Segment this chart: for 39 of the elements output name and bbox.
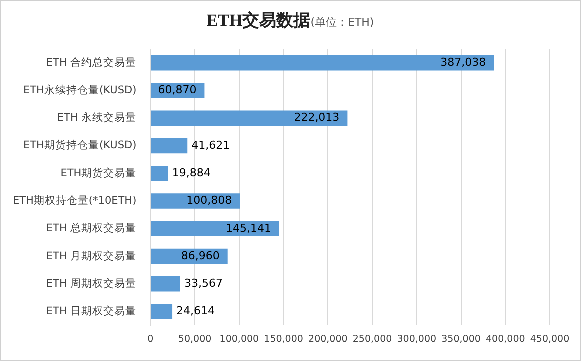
y-tick-label: ETH 永续交易量 <box>57 111 137 124</box>
y-tick-label: ETH 合约总交易量 <box>46 56 137 69</box>
y-tick-label: ETH 日期权交易量 <box>46 304 137 318</box>
y-tick-label: ETH 月期权交易量 <box>46 249 137 262</box>
x-tick-label: 50,000 <box>178 334 212 345</box>
x-tick-label: 100,000 <box>220 334 260 345</box>
y-tick-label: ETH期货持仓量(KUSD) <box>24 140 137 152</box>
x-tick-label: 250,000 <box>352 334 392 345</box>
x-tick-label: 350,000 <box>442 334 481 345</box>
data-label: 145,141 <box>226 222 272 235</box>
data-label: 222,013 <box>294 111 340 124</box>
y-tick-label: ETH永续持仓量(KUSD) <box>24 83 137 96</box>
data-label: 33,567 <box>184 277 223 290</box>
y-tick-label: ETH期权持仓量(*10ETH) <box>12 195 137 207</box>
bar <box>151 138 188 154</box>
chart-subtitle: (单位：ETH) <box>310 16 374 29</box>
data-label: 100,808 <box>186 194 232 208</box>
bar <box>151 221 280 236</box>
y-tick-label: ETH 周期权交易量 <box>46 276 137 290</box>
y-tick-label: ETH期货交易量 <box>60 166 137 180</box>
data-label: 387,038 <box>440 56 486 69</box>
data-label: 19,884 <box>172 166 211 180</box>
data-label: 24,614 <box>176 304 216 318</box>
y-tick-label: ETH 总期权交易量 <box>46 222 137 235</box>
data-label: 41,621 <box>192 138 230 152</box>
bar <box>151 304 173 320</box>
bar <box>151 276 180 292</box>
x-tick-label: 150,000 <box>264 334 304 345</box>
bar <box>151 110 348 126</box>
data-label: 86,960 <box>181 249 220 262</box>
x-tick-label: 0 <box>148 334 154 345</box>
x-tick-label: 300,000 <box>397 334 437 345</box>
x-tick-label: 200,000 <box>308 334 348 345</box>
chart-title: ETH交易数据 <box>206 11 311 30</box>
x-tick-label: 450,000 <box>530 334 570 345</box>
bar <box>151 56 494 71</box>
data-label: 60,870 <box>158 84 197 97</box>
x-tick-label: 400,000 <box>486 334 526 345</box>
bar <box>151 166 168 182</box>
